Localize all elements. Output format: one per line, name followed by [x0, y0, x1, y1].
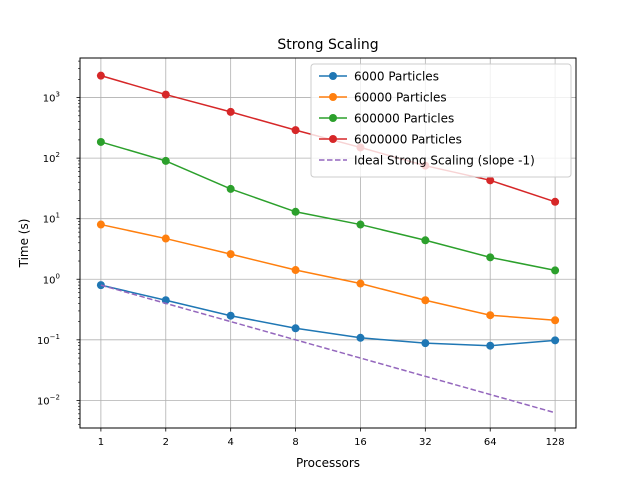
series-line: [100, 223, 556, 322]
data-point: [486, 176, 495, 185]
legend-frame: [310, 63, 572, 178]
data-point: [421, 296, 430, 305]
x-tick-label: 8: [292, 437, 298, 448]
data-point: [226, 184, 235, 193]
x-tick-label: 64: [484, 437, 497, 448]
data-point: [356, 279, 365, 288]
series-line: [100, 284, 556, 347]
legend-label: 6000000 Particles: [354, 133, 462, 147]
y-tick-label: 100: [43, 272, 60, 286]
data-point: [291, 324, 300, 333]
x-tick-label: 128: [546, 437, 565, 448]
data-point: [551, 266, 560, 275]
data-point: [356, 333, 365, 342]
data-point: [161, 234, 170, 243]
y-axis-label: Time (s): [17, 219, 31, 269]
legend: 6000 Particles 60000 Particles 600000 Part…: [310, 63, 572, 178]
y-tick-base: 10: [43, 275, 56, 286]
chart-title: Strong Scaling: [277, 37, 378, 53]
y-tick-label: 102: [43, 151, 60, 165]
y-tick-base: 10: [43, 154, 56, 165]
y-tick-base: 10: [43, 94, 56, 105]
legend-marker: [329, 93, 337, 101]
data-point: [291, 207, 300, 216]
series-line: [100, 284, 556, 414]
y-tick-base: 10: [37, 336, 50, 347]
y-tick-exponent: 0: [56, 272, 60, 280]
x-axis-label: Processors: [296, 456, 360, 470]
data-point: [551, 336, 560, 345]
data-point: [226, 107, 235, 116]
y-tick-exponent: 3: [56, 91, 60, 99]
data-point: [356, 220, 365, 229]
x-tick-label: 4: [227, 437, 233, 448]
x-tick-label: 32: [419, 437, 432, 448]
x-tick-label: 2: [163, 437, 169, 448]
data-point: [486, 341, 495, 350]
y-tick-base: 10: [43, 215, 56, 226]
series-line: [100, 141, 556, 272]
legend-marker: [329, 72, 337, 80]
legend-label: 60000 Particles: [354, 91, 447, 105]
data-point: [226, 311, 235, 320]
y-tick-label: 10−2: [37, 393, 60, 407]
data-point: [96, 71, 105, 80]
data-point: [486, 253, 495, 262]
y-tick-exponent: −1: [50, 333, 60, 341]
y-tick-exponent: −2: [50, 393, 60, 401]
data-point: [96, 220, 105, 229]
legend-marker: [329, 135, 337, 143]
legend-label: Ideal Strong Scaling (slope -1): [354, 154, 535, 168]
y-tick-base: 10: [37, 396, 50, 407]
data-point: [551, 197, 560, 206]
data-point: [96, 281, 105, 290]
data-point: [291, 126, 300, 135]
data-point: [226, 250, 235, 259]
y-tick-label: 10−1: [37, 333, 60, 347]
data-point: [486, 311, 495, 320]
y-tick-label: 103: [43, 91, 60, 105]
data-point: [291, 266, 300, 275]
y-tick-exponent: 1: [56, 212, 60, 220]
data-point: [421, 339, 430, 348]
data-point: [161, 156, 170, 165]
data-point: [96, 137, 105, 146]
legend-label: 6000 Particles: [354, 70, 439, 84]
data-point: [421, 236, 430, 245]
x-axis-ticks: 1 2 4 8 16 32 64 128: [98, 428, 565, 448]
x-tick-label: 16: [354, 437, 367, 448]
data-point: [551, 316, 560, 325]
y-tick-label: 101: [43, 212, 60, 226]
x-tick-label: 1: [98, 437, 104, 448]
y-tick-exponent: 2: [56, 151, 60, 159]
data-point: [161, 90, 170, 99]
legend-marker: [329, 114, 337, 122]
legend-label: 600000 Particles: [354, 112, 454, 126]
